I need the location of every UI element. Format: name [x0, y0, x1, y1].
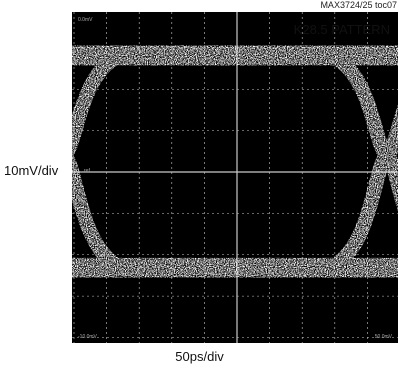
x-axis-label: 50ps/div	[175, 349, 224, 364]
screen-corner-label-bottom-right: 50.0mV	[375, 334, 393, 340]
trace-falling-edge-right	[304, 44, 398, 212]
y-axis-label: 10mV/div	[4, 163, 59, 178]
eye-traces	[72, 38, 398, 285]
eye-diagram-plot: K28.5 PATTERN 0.0mV -10.0mV 50.0mV ref	[72, 12, 398, 343]
screen-reference-marker: ref	[84, 168, 90, 174]
oscilloscope-screen: K28.5 PATTERN 0.0mV -10.0mV 50.0mV ref	[72, 12, 398, 343]
screen-labels: K28.5 PATTERN 0.0mV -10.0mV 50.0mV ref	[78, 17, 393, 340]
screen-corner-label-top-left: 0.0mV	[78, 17, 93, 23]
trace-falling-edge-left	[72, 153, 147, 279]
trace-rising-edge-left	[72, 44, 147, 158]
screen-corner-label-bottom-left: -10.0mV	[78, 334, 98, 340]
figure-id-label: MAX3724/25 toc07	[320, 0, 397, 10]
eye-pattern-title: K28.5 PATTERN	[294, 22, 390, 37]
